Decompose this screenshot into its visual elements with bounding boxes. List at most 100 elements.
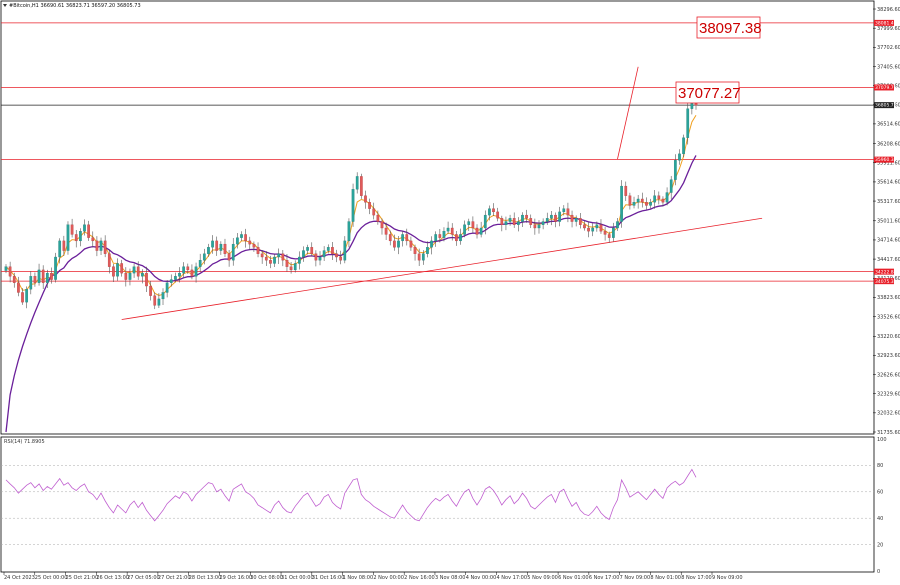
candle-down [107, 253, 111, 267]
candle-up [236, 237, 239, 245]
candle-down [624, 185, 628, 196]
candle-up [591, 227, 595, 232]
candle-down [215, 240, 219, 251]
candle-up [240, 234, 243, 238]
candle-up [562, 208, 566, 213]
candle-down [533, 224, 537, 229]
candle-up [318, 256, 322, 261]
candle-down [252, 243, 256, 248]
candle-up [198, 260, 202, 267]
time-tick-label: 6 Nov 01:00 [558, 575, 589, 581]
level-tag [874, 102, 894, 109]
candle-down [500, 218, 504, 225]
candle-down [583, 224, 586, 229]
candle-down [248, 240, 252, 245]
candle-down [112, 266, 115, 277]
candle-down [661, 198, 665, 203]
symbol-header: #Bitcoin,H1 36690.61 36823.71 36597.20 3… [9, 3, 141, 9]
candle-down [190, 269, 194, 277]
candle-up [682, 137, 685, 155]
candle-down [603, 231, 607, 235]
level-tag [874, 268, 894, 275]
candle-down [496, 211, 500, 219]
level-tag [874, 84, 894, 91]
candle-down [74, 234, 78, 242]
candle-up [128, 272, 132, 280]
candle-down [645, 202, 648, 206]
candle-up [467, 221, 471, 225]
price-tick-label: 38296.60 [877, 7, 900, 13]
time-tick-label: 29 Oct 16:00 [219, 575, 252, 581]
time-tick-label: 4 Nov 17:00 [497, 575, 528, 581]
candle-up [116, 263, 119, 277]
time-tick-label: 3 Nov 08:00 [435, 575, 466, 581]
time-tick-label: 25 Oct 00:00 [35, 575, 68, 581]
candle-up [326, 247, 330, 251]
time-tick-label: 7 Nov 09:00 [620, 575, 651, 581]
candle-up [612, 227, 615, 238]
candle-up [343, 240, 347, 261]
candle-down [339, 256, 343, 261]
candle-down [657, 195, 661, 200]
time-tick-label: 6 Nov 17:00 [589, 575, 620, 581]
level-tag-label: 38081.40 [875, 20, 897, 26]
candle-down [578, 218, 582, 225]
candle-up [178, 272, 181, 277]
candle-up [202, 253, 206, 261]
time-tick-label: 27 Oct 21:00 [158, 575, 191, 581]
candle-up [558, 211, 562, 222]
candle-up [521, 214, 524, 222]
candle-up [140, 272, 144, 277]
price-tick-label: 35911.60 [877, 161, 900, 167]
candle-up [161, 292, 165, 300]
level-tag-label: 35960.34 [875, 157, 897, 163]
candle-down [640, 198, 644, 203]
price-tick-label: 36514.60 [877, 122, 900, 128]
symbol-menu-icon[interactable] [3, 4, 7, 7]
candle-down [285, 260, 289, 267]
candle-up [397, 240, 400, 248]
candle-down [310, 247, 314, 254]
candle-down [244, 234, 247, 242]
candle-up [434, 234, 438, 242]
target-high-label: 38097.38 [699, 20, 762, 37]
level-tag-label: 34075.32 [875, 279, 897, 285]
candle-down [599, 224, 603, 232]
candle-down [186, 266, 190, 271]
candle-up [182, 266, 186, 274]
candle-up [483, 214, 487, 229]
candle-down [50, 272, 53, 280]
candle-down [269, 260, 272, 264]
candle-up [516, 221, 520, 225]
price-tick-label: 37405.60 [877, 64, 900, 70]
candle-down [260, 253, 264, 258]
candle-down [409, 240, 413, 248]
candle-up [277, 253, 281, 258]
candle-up [665, 192, 669, 203]
candle-up [29, 276, 33, 290]
candle-up [463, 224, 466, 235]
trendline-extension [724, 217, 763, 225]
candle-up [550, 214, 553, 219]
candle-down [124, 272, 128, 280]
time-tick-label: 25 Oct 21:00 [66, 575, 99, 581]
rsi-tick-label: 20 [877, 542, 883, 548]
candle-down [388, 234, 392, 242]
candle-up [45, 272, 49, 283]
candle-down [607, 234, 611, 238]
candle-up [79, 231, 82, 242]
price-tick-label: 34714.60 [877, 238, 900, 244]
candle-up [636, 198, 640, 203]
candle-down [335, 253, 338, 258]
rsi-tick-label: 60 [877, 490, 883, 496]
rsi-tick-label: 80 [877, 463, 883, 469]
candle-down [136, 266, 140, 277]
candle-down [153, 295, 157, 306]
price-tick-label: 36208.60 [877, 141, 900, 147]
candle-down [384, 227, 388, 235]
candle-down [223, 243, 227, 254]
candle-up [37, 269, 41, 283]
price-tick-label: 32626.60 [877, 372, 900, 378]
